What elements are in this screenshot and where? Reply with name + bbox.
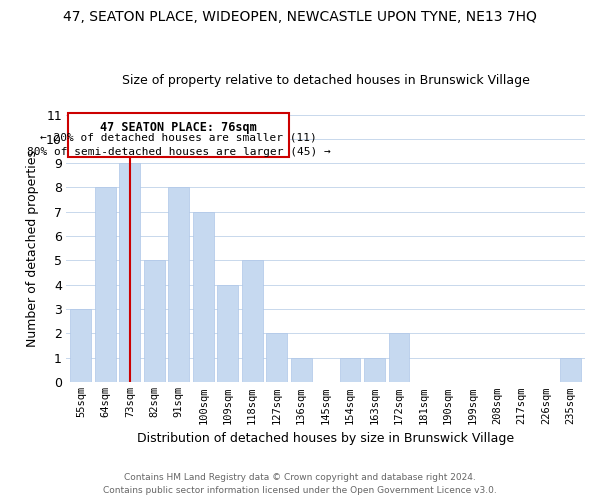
Bar [340, 358, 361, 382]
Bar [95, 188, 116, 382]
Bar [169, 188, 189, 382]
Bar [68, 114, 289, 157]
Bar [193, 212, 214, 382]
Y-axis label: Number of detached properties: Number of detached properties [26, 150, 39, 347]
Title: Size of property relative to detached houses in Brunswick Village: Size of property relative to detached ho… [122, 74, 530, 87]
Bar [364, 358, 385, 382]
Bar [291, 358, 311, 382]
Bar [217, 284, 238, 382]
Text: 47, SEATON PLACE, WIDEOPEN, NEWCASTLE UPON TYNE, NE13 7HQ: 47, SEATON PLACE, WIDEOPEN, NEWCASTLE UP… [63, 10, 537, 24]
X-axis label: Distribution of detached houses by size in Brunswick Village: Distribution of detached houses by size … [137, 432, 514, 445]
Bar [389, 334, 409, 382]
Bar [70, 309, 91, 382]
Bar [560, 358, 581, 382]
Bar [242, 260, 263, 382]
Text: ← 20% of detached houses are smaller (11): ← 20% of detached houses are smaller (11… [40, 133, 317, 143]
Bar [119, 163, 140, 382]
Bar [266, 334, 287, 382]
Text: Contains HM Land Registry data © Crown copyright and database right 2024.
Contai: Contains HM Land Registry data © Crown c… [103, 473, 497, 495]
Bar [144, 260, 164, 382]
Text: 80% of semi-detached houses are larger (45) →: 80% of semi-detached houses are larger (… [26, 148, 331, 158]
Text: 47 SEATON PLACE: 76sqm: 47 SEATON PLACE: 76sqm [100, 120, 257, 134]
